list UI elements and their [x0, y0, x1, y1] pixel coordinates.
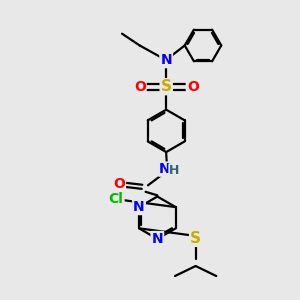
- Text: N: N: [152, 232, 163, 246]
- Text: O: O: [187, 80, 199, 94]
- Text: O: O: [113, 177, 125, 191]
- Text: S: S: [190, 231, 201, 246]
- Text: S: S: [161, 79, 172, 94]
- Text: Cl: Cl: [109, 192, 124, 206]
- Text: N: N: [160, 53, 172, 67]
- Text: O: O: [134, 80, 146, 94]
- Text: N: N: [133, 200, 145, 214]
- Text: N: N: [159, 162, 170, 176]
- Text: H: H: [169, 164, 179, 177]
